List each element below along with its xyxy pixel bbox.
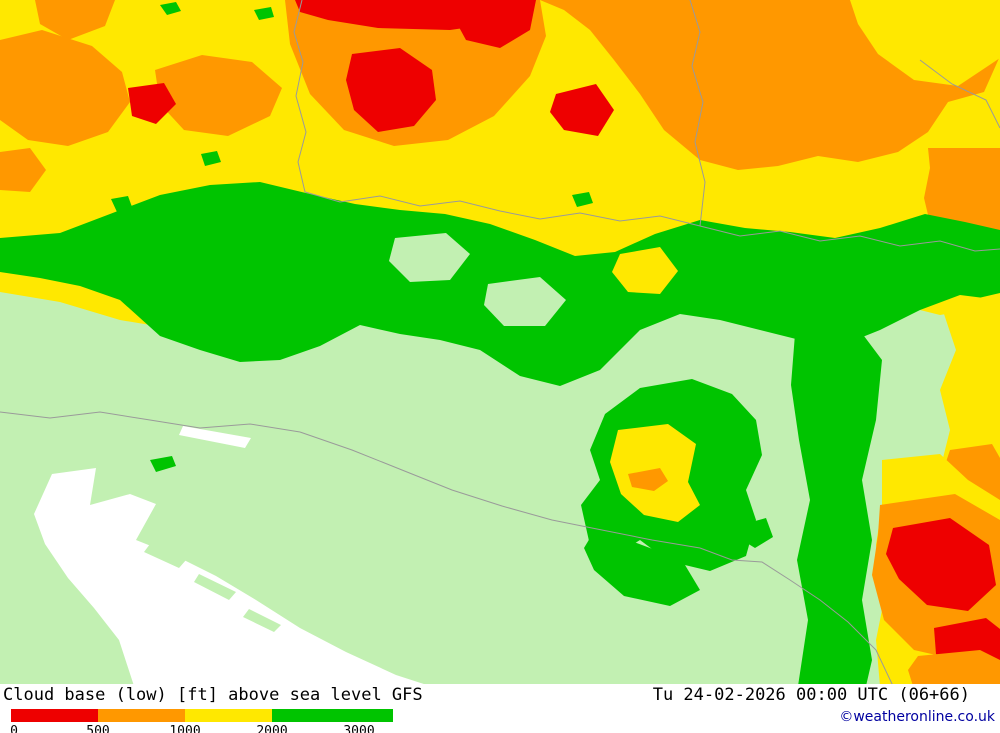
contour-orange-left-edge: [0, 148, 46, 192]
map-timestamp: Tu 24-02-2026 00:00 UTC (06+66): [652, 685, 970, 705]
border-line-4: [699, 225, 1000, 252]
contour-orange-topleft-2: [0, 30, 130, 146]
border-line-1: [293, 0, 307, 193]
contour-orange-bottomright-corner: [908, 650, 1000, 686]
contour-pale-pocket-band-1: [389, 233, 470, 282]
border-line-2: [304, 191, 701, 227]
island-3: [243, 609, 281, 632]
contour-red-topleft-small: [128, 83, 176, 124]
contour-orange-topleft-1: [35, 0, 115, 40]
contour-green-speck-2: [254, 7, 274, 20]
border-line-6: [299, 431, 701, 549]
island-1: [144, 544, 186, 568]
legend-tick-0: 0: [10, 724, 18, 733]
legend-tick-3000: 3000: [343, 724, 374, 733]
footer: Cloud base (low) [ft] above sea level GF…: [0, 684, 1000, 733]
legend-segment-red: [11, 709, 98, 722]
contour-green-speck-1: [160, 2, 181, 15]
contour-red-bottomright-big: [886, 518, 996, 611]
legend-segment-yellow: [185, 709, 272, 722]
legend-segment-green: [272, 709, 393, 722]
contour-pale-pocket-band-2: [484, 277, 566, 326]
contour-green-speck-3: [111, 196, 132, 212]
border-line-3: [689, 0, 706, 227]
map-area: [0, 0, 1000, 687]
contour-orange-dash-ring: [628, 468, 668, 491]
contour-green-speck-ring-east: [742, 518, 773, 548]
contour-red-top-right: [454, 0, 536, 48]
footer-legend-row: 0 500 1000 2000 3000 ©weatheronline.co.u…: [0, 705, 1000, 733]
weather-map: [0, 0, 1000, 687]
legend-tick-1000: 1000: [169, 724, 200, 733]
contour-red-top-center: [346, 48, 436, 132]
border-line-7: [699, 547, 894, 687]
contour-orange-topleft-3: [155, 55, 282, 136]
legend-colorbar: 0 500 1000 2000 3000: [10, 709, 393, 733]
contour-green-speck-4: [201, 151, 221, 166]
contour-yellow-pocket-band: [612, 247, 678, 294]
contour-yellow-topright-corner: [850, 0, 1000, 86]
copyright-link[interactable]: ©weatheronline.co.uk: [839, 709, 995, 725]
island-2: [194, 574, 236, 600]
contour-green-speck-5: [572, 192, 593, 207]
contour-green-blob-south: [584, 528, 700, 606]
legend-tick-2000: 2000: [256, 724, 287, 733]
border-line-5: [0, 411, 301, 433]
contour-green-vertical-band: [791, 328, 882, 686]
sea-adriatic: [34, 468, 430, 686]
legend-tick-500: 500: [86, 724, 109, 733]
border-line-8: [919, 59, 1000, 129]
map-title: Cloud base (low) [ft] above sea level GF…: [3, 685, 423, 705]
footer-text-row: Cloud base (low) [ft] above sea level GF…: [0, 684, 1000, 705]
legend-segment-orange: [98, 709, 185, 722]
lake-balaton: [179, 426, 251, 448]
contour-green-speck-pocket: [828, 384, 856, 409]
contour-red-spot-center: [550, 84, 614, 136]
contour-green-speck-6: [150, 456, 176, 472]
